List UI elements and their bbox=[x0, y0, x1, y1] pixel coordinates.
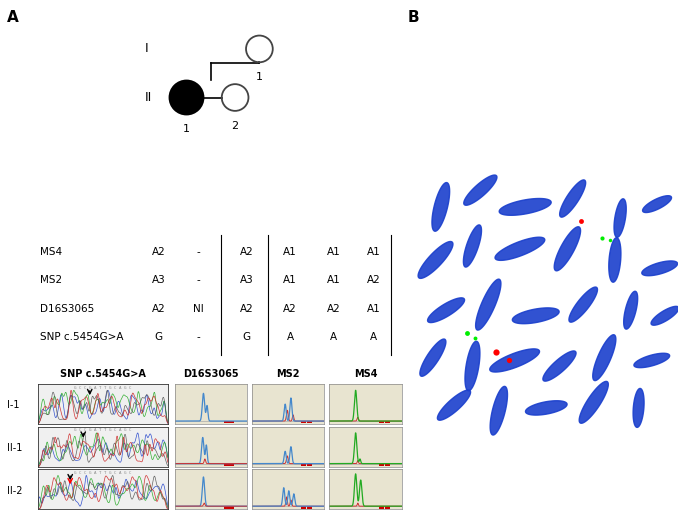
Text: A1: A1 bbox=[327, 276, 340, 285]
FancyBboxPatch shape bbox=[229, 464, 234, 466]
Text: A1: A1 bbox=[366, 304, 380, 314]
Polygon shape bbox=[512, 308, 559, 324]
Polygon shape bbox=[490, 349, 540, 372]
Text: A: A bbox=[286, 332, 294, 342]
Text: B: B bbox=[408, 10, 419, 25]
Text: 1: 1 bbox=[256, 72, 263, 82]
Text: II-1: II-1 bbox=[7, 443, 22, 453]
Text: II: II bbox=[145, 91, 153, 104]
Polygon shape bbox=[634, 353, 670, 368]
Text: I: I bbox=[145, 42, 149, 55]
Polygon shape bbox=[427, 298, 464, 323]
Text: II-2: II-2 bbox=[7, 485, 23, 496]
Text: I-1: I-1 bbox=[7, 400, 19, 410]
Text: NI: NI bbox=[193, 304, 204, 314]
Text: A2: A2 bbox=[327, 304, 340, 314]
FancyBboxPatch shape bbox=[307, 421, 312, 423]
Text: D16S3065: D16S3065 bbox=[40, 304, 94, 314]
Polygon shape bbox=[432, 183, 449, 231]
Polygon shape bbox=[614, 199, 626, 237]
Text: A: A bbox=[330, 332, 337, 342]
FancyBboxPatch shape bbox=[385, 507, 390, 509]
Text: G C C G A T T G C A G C: G C C G A T T G C A G C bbox=[74, 471, 132, 475]
Text: -: - bbox=[197, 247, 201, 257]
Polygon shape bbox=[464, 175, 497, 205]
Text: SNP c.5454G>A: SNP c.5454G>A bbox=[60, 369, 146, 379]
Polygon shape bbox=[438, 390, 471, 420]
Text: G C C G A T T G C A G C: G C C G A T T G C A G C bbox=[74, 386, 132, 390]
Text: A2: A2 bbox=[152, 304, 166, 314]
Polygon shape bbox=[633, 388, 644, 428]
FancyBboxPatch shape bbox=[379, 464, 384, 466]
Polygon shape bbox=[609, 238, 621, 282]
Text: A2: A2 bbox=[240, 247, 253, 257]
FancyBboxPatch shape bbox=[379, 421, 384, 423]
FancyBboxPatch shape bbox=[223, 421, 229, 423]
FancyBboxPatch shape bbox=[307, 507, 312, 509]
Text: A1: A1 bbox=[327, 247, 340, 257]
Text: 1: 1 bbox=[183, 124, 190, 134]
Text: A2: A2 bbox=[152, 247, 166, 257]
Polygon shape bbox=[464, 225, 482, 267]
Text: A2: A2 bbox=[240, 304, 253, 314]
FancyBboxPatch shape bbox=[223, 507, 229, 509]
Polygon shape bbox=[624, 291, 638, 329]
Text: 2: 2 bbox=[232, 120, 238, 131]
Text: A1: A1 bbox=[283, 247, 297, 257]
Text: D16S3065: D16S3065 bbox=[183, 369, 238, 379]
Polygon shape bbox=[651, 307, 679, 325]
Text: MS4: MS4 bbox=[40, 247, 62, 257]
Text: G: G bbox=[155, 332, 163, 342]
Polygon shape bbox=[593, 334, 616, 381]
FancyBboxPatch shape bbox=[223, 464, 229, 466]
Polygon shape bbox=[643, 196, 671, 212]
Polygon shape bbox=[475, 279, 501, 330]
Text: A2: A2 bbox=[366, 276, 380, 285]
FancyBboxPatch shape bbox=[307, 464, 312, 466]
Polygon shape bbox=[499, 199, 551, 215]
Polygon shape bbox=[465, 341, 480, 391]
Polygon shape bbox=[580, 382, 608, 423]
Text: A2: A2 bbox=[283, 304, 297, 314]
Polygon shape bbox=[525, 401, 567, 415]
FancyBboxPatch shape bbox=[229, 421, 234, 423]
Text: G: G bbox=[242, 332, 251, 342]
Text: -: - bbox=[197, 332, 201, 342]
FancyBboxPatch shape bbox=[385, 421, 390, 423]
Text: A3: A3 bbox=[240, 276, 253, 285]
Text: A: A bbox=[7, 10, 18, 25]
Polygon shape bbox=[569, 287, 597, 322]
FancyBboxPatch shape bbox=[301, 507, 306, 509]
Text: MS2: MS2 bbox=[276, 369, 300, 379]
Text: MS4: MS4 bbox=[354, 369, 377, 379]
Text: -: - bbox=[197, 276, 201, 285]
Polygon shape bbox=[418, 241, 453, 278]
FancyBboxPatch shape bbox=[229, 507, 234, 509]
FancyBboxPatch shape bbox=[301, 464, 306, 466]
Text: A1: A1 bbox=[283, 276, 297, 285]
Polygon shape bbox=[490, 386, 508, 435]
Text: G C C G A T T G C A G C: G C C G A T T G C A G C bbox=[74, 428, 132, 432]
FancyBboxPatch shape bbox=[385, 464, 390, 466]
Polygon shape bbox=[420, 339, 446, 376]
Polygon shape bbox=[495, 237, 545, 261]
Text: MS2: MS2 bbox=[40, 276, 62, 285]
FancyBboxPatch shape bbox=[301, 421, 306, 423]
FancyBboxPatch shape bbox=[379, 507, 384, 509]
Circle shape bbox=[169, 81, 203, 114]
Text: A3: A3 bbox=[152, 276, 166, 285]
Text: A1: A1 bbox=[366, 247, 380, 257]
Polygon shape bbox=[642, 261, 677, 276]
Text: A: A bbox=[370, 332, 377, 342]
Polygon shape bbox=[554, 227, 581, 271]
Polygon shape bbox=[560, 180, 586, 217]
Text: SNP c.5454G>A: SNP c.5454G>A bbox=[40, 332, 123, 342]
Polygon shape bbox=[543, 351, 576, 381]
